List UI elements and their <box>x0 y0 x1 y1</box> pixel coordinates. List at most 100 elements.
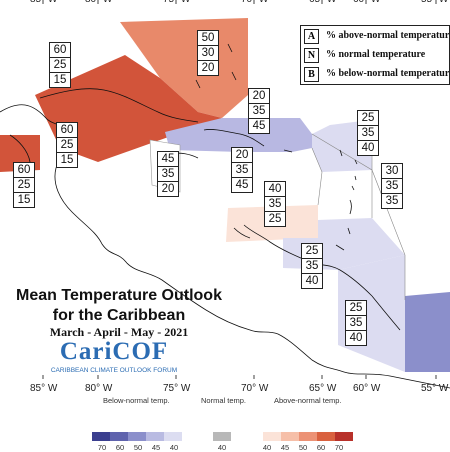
prob-below: 20 <box>201 62 215 74</box>
legend-key: N <box>304 48 319 63</box>
prob-normal: 35 <box>158 167 178 182</box>
prob-above: 40 <box>265 182 285 197</box>
lon-label-top: 85° W <box>30 0 57 5</box>
prob-normal: 25 <box>14 178 34 193</box>
scale-swatch-above <box>335 432 353 441</box>
logo-subtitle: CARIBBEAN CLIMATE OUTLOOK FORUM <box>50 367 178 374</box>
lon-label-bottom: 85° W <box>30 383 58 394</box>
legend-text: % below-normal temperature <box>326 68 450 79</box>
scale-swatch-below <box>110 432 128 441</box>
lon-label-top: 60° W <box>353 0 380 5</box>
lon-label-top: 65° W <box>309 0 336 5</box>
legend-row-below: B % below-normal temperature <box>304 67 450 83</box>
prob-above: 60 <box>57 123 77 138</box>
graticule-ticks <box>42 0 437 379</box>
lon-label-bottom: 75° W <box>163 383 191 394</box>
lon-label-top: 80° W <box>85 0 112 5</box>
scale-swatch-below <box>92 432 110 441</box>
scale-swatch-above <box>281 432 299 441</box>
legend-key: A <box>304 29 319 44</box>
prob-below: 35 <box>385 195 399 207</box>
prob-normal: 25 <box>57 138 77 153</box>
lon-label-bottom: 80° W <box>85 383 113 394</box>
prob-box-cuba-south: 60 25 15 <box>56 122 78 168</box>
legend: A % above-normal temperature N % normal … <box>300 25 450 85</box>
scale-tick: 40 <box>169 443 179 452</box>
scale-tick: 60 <box>115 443 125 452</box>
prob-normal: 35 <box>346 316 366 331</box>
scale-tick: 50 <box>298 443 308 452</box>
prob-box-cuba-west: 60 25 15 <box>49 42 71 88</box>
scale-title-above: Above-normal temp. <box>274 396 342 405</box>
prob-above: 60 <box>14 163 34 178</box>
title-date: March - April - May - 2021 <box>49 325 189 339</box>
logo-word: CariCOF <box>59 338 169 365</box>
scale-title-below: Below-normal temp. <box>103 396 170 405</box>
prob-below: 40 <box>305 275 319 287</box>
prob-box-hispaniola-south: 20 35 45 <box>231 147 253 193</box>
prob-below: 40 <box>349 332 363 344</box>
prob-above: 45 <box>158 152 178 167</box>
scale-tick: 50 <box>133 443 143 452</box>
scale-swatch-below <box>146 432 164 441</box>
legend-row-above: A % above-normal temperature <box>304 29 449 45</box>
prob-above: 30 <box>382 164 402 179</box>
scale-tick: 70 <box>97 443 107 452</box>
color-scale: Below-normal temp. Normal temp. Above-no… <box>0 392 450 452</box>
lon-label-bottom: 65° W <box>309 383 337 394</box>
prob-below: 45 <box>235 179 249 191</box>
prob-box-jamaica: 45 35 20 <box>157 151 179 197</box>
prob-box-guyana: 25 35 40 <box>345 300 367 346</box>
prob-above: 60 <box>50 43 70 58</box>
prob-above: 25 <box>358 111 378 126</box>
prob-below: 15 <box>60 154 74 166</box>
prob-above: 20 <box>249 89 269 104</box>
prob-above: 50 <box>198 31 218 46</box>
scale-tick: 40 <box>217 443 227 452</box>
legend-key: B <box>304 67 319 82</box>
prob-below: 20 <box>161 183 175 195</box>
prob-box-aruba-curacao: 40 35 25 <box>264 181 286 227</box>
prob-below: 40 <box>361 142 375 154</box>
prob-normal: 35 <box>358 126 378 141</box>
scale-title-normal: Normal temp. <box>201 396 247 405</box>
prob-below: 15 <box>53 74 67 86</box>
title-line-2: for the Caribbean <box>52 307 186 324</box>
prob-normal: 25 <box>50 58 70 73</box>
prob-above: 25 <box>302 244 322 259</box>
scale-tick: 70 <box>334 443 344 452</box>
lon-label-top: 70° W <box>241 0 268 5</box>
scale-swatch-below <box>164 432 182 441</box>
scale-tick: 60 <box>316 443 326 452</box>
prob-below: 45 <box>252 120 266 132</box>
lon-label-bottom: 55° W <box>421 383 449 394</box>
lon-label-top: 55° W <box>421 0 448 5</box>
title-line-1: Mean Temperature Outlook <box>16 287 222 304</box>
scale-tick: 40 <box>262 443 272 452</box>
prob-normal: 35 <box>302 259 322 274</box>
scale-swatch-below <box>128 432 146 441</box>
prob-below: 25 <box>268 213 282 225</box>
prob-box-trinidad: 25 35 40 <box>301 243 323 289</box>
prob-normal: 35 <box>249 104 269 119</box>
scale-tick: 45 <box>280 443 290 452</box>
lon-label-bottom: 70° W <box>241 383 269 394</box>
prob-box-yucatan: 60 25 15 <box>13 162 35 208</box>
scale-swatch-normal <box>213 432 231 441</box>
zone-guyana-south <box>405 292 450 372</box>
scale-swatch-above <box>317 432 335 441</box>
prob-normal: 35 <box>232 163 252 178</box>
prob-below: 15 <box>17 194 31 206</box>
lon-label-bottom: 60° W <box>353 383 381 394</box>
scale-swatch-above <box>299 432 317 441</box>
caricof-logo: CariCOF CARIBBEAN CLIMATE OUTLOOK FORUM <box>34 338 194 376</box>
prob-normal: 35 <box>265 197 285 212</box>
zone-hispaniola <box>165 118 312 152</box>
scale-tick: 45 <box>151 443 161 452</box>
prob-box-leeward-north: 25 35 40 <box>357 110 379 156</box>
zone-cuba <box>35 55 222 162</box>
scale-swatch-above <box>263 432 281 441</box>
map-title: Mean Temperature Outlook for the Caribbe… <box>4 286 234 326</box>
prob-above: 25 <box>346 301 366 316</box>
